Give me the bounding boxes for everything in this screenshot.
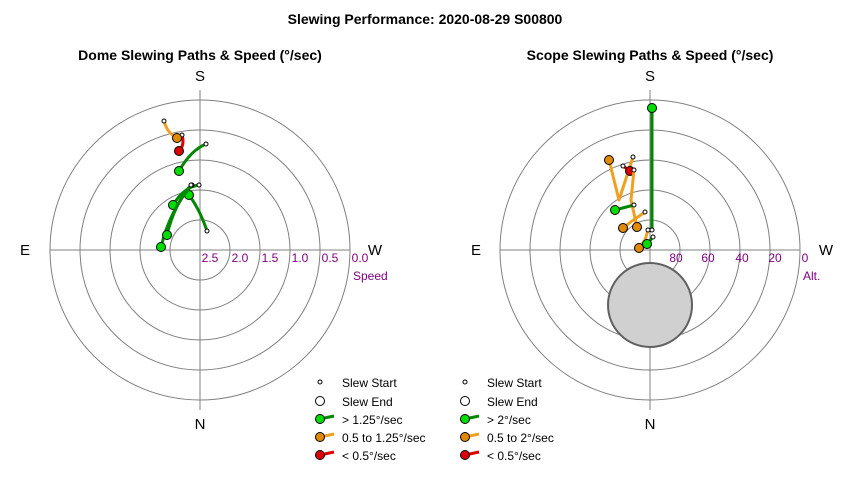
scope-legend-label-0: Slew Start (487, 376, 542, 390)
scope-slew-start-3 (631, 167, 637, 173)
scope-altitude-ticks: 80 60 40 20 0 (669, 251, 808, 265)
scope-legend-label-1: Slew End (487, 395, 538, 409)
scope-slew-start-1 (630, 154, 636, 160)
scope-legend-end-marker (460, 396, 470, 406)
dome-slew-end-6 (162, 230, 172, 240)
dome-label-left: E (20, 242, 30, 259)
scope-axis-label: Alt. (803, 269, 820, 283)
scope-panel-title: Scope Slewing Paths & Speed (°/sec) (527, 47, 774, 63)
scope-legend-start-marker (462, 379, 468, 385)
dome-legend: Slew Start Slew End > 1.25°/sec 0.5 to 1.25… (315, 376, 426, 463)
dome-tick-label-5: 0.0 (352, 251, 369, 265)
dome-slew-path-2 (177, 142, 208, 173)
dome-legend-label-1: Slew End (342, 395, 393, 409)
scope-label-right: W (819, 242, 834, 259)
dome-panel: Dome Slewing Paths & Speed (°/sec) S N E… (20, 47, 426, 463)
scope-legend-label-4: < 0.5°/sec (487, 449, 541, 463)
moon-exclusion-zone (607, 262, 693, 348)
dome-legend-label-0: Slew Start (342, 376, 397, 390)
scope-panel: Scope Slewing Paths & Speed (°/sec) S N … (460, 47, 834, 463)
scope-label-left: E (471, 242, 481, 259)
scope-slew-start-6 (645, 227, 651, 233)
scope-slew-start-5 (642, 209, 648, 215)
figure-title: Slewing Performance: 2020-08-29 S00800 (288, 11, 563, 27)
scope-slew-start-4 (631, 202, 637, 208)
dome-legend-label-4: < 0.5°/sec (342, 449, 396, 463)
scope-label-top: S (645, 68, 655, 85)
dome-label-top: S (195, 68, 205, 85)
scope-label-bottom: N (645, 416, 656, 433)
dome-slew-start-1 (161, 118, 167, 124)
dome-slew-end-0 (174, 146, 184, 156)
dome-panel-title: Dome Slewing Paths & Speed (°/sec) (78, 47, 322, 63)
dome-speed-ticks: 2.5 2.0 1.5 1.0 0.5 0.0 (202, 251, 369, 265)
scope-legend-fast-marker (460, 414, 470, 424)
scope-legend-label-2: > 2°/sec (487, 413, 531, 427)
dome-range-rings (49, 90, 351, 410)
dome-slew-start-6 (188, 182, 194, 188)
dome-legend-end-marker (315, 396, 325, 406)
dome-legend-label-3: 0.5 to 1.25°/sec (342, 431, 426, 445)
scope-slew-start-7 (650, 234, 656, 240)
dome-slew-start-4 (204, 228, 210, 234)
scope-legend-label-3: 0.5 to 2°/sec (487, 431, 554, 445)
dome-label-right: W (368, 242, 383, 259)
dome-slew-end-2 (174, 166, 184, 176)
scope-slew-paths (604, 103, 657, 253)
dome-slew-start-3 (196, 182, 202, 188)
scope-tick-label-1: 60 (701, 251, 715, 265)
scope-slew-end-6 (634, 243, 644, 253)
dome-axis-label: Speed (353, 269, 388, 283)
scope-slew-end-3 (632, 222, 642, 232)
dome-tick-label-1: 2.0 (232, 251, 249, 265)
scope-tick-label-2: 40 (735, 251, 749, 265)
dome-legend-start-marker (317, 379, 323, 385)
dome-tick-label-0: 2.5 (202, 251, 219, 265)
scope-slew-end-1 (604, 155, 614, 165)
scope-slew-start-0 (649, 227, 655, 233)
dome-slew-paths (156, 118, 210, 252)
scope-tick-label-3: 20 (768, 251, 782, 265)
dome-tick-label-4: 0.5 (322, 251, 339, 265)
scope-range-rings (499, 90, 801, 410)
dome-legend-label-2: > 1.25°/sec (342, 413, 403, 427)
scope-slew-end-5 (618, 223, 628, 233)
dome-label-bottom: N (195, 416, 206, 433)
dome-slew-start-2 (203, 141, 209, 147)
scope-legend: Slew Start Slew End > 2°/sec 0.5 to 2°/sec <… (460, 376, 554, 463)
scope-tick-label-4: 0 (802, 251, 809, 265)
dome-legend-slow-marker (315, 450, 325, 460)
dome-legend-mid-marker (315, 432, 325, 442)
scope-legend-mid-marker (460, 432, 470, 442)
dome-slew-end-5 (156, 242, 166, 252)
dome-slew-path-6 (165, 183, 193, 237)
scope-legend-slow-marker (460, 450, 470, 460)
scope-tick-label-0: 80 (669, 251, 683, 265)
scope-slew-start-2 (620, 163, 626, 169)
dome-legend-fast-marker (315, 414, 325, 424)
dome-slew-path-4 (187, 193, 209, 233)
dome-slew-end-1 (172, 133, 182, 143)
scope-slew-end-4 (610, 205, 620, 215)
dome-tick-label-2: 1.5 (262, 251, 279, 265)
scope-slew-end-0 (647, 103, 657, 113)
scope-slew-end-7 (642, 239, 652, 249)
dome-tick-label-3: 1.0 (292, 251, 309, 265)
